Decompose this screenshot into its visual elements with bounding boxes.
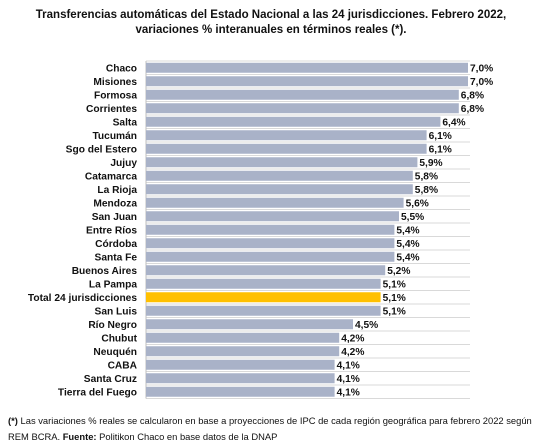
value-label: 5,4% bbox=[396, 252, 419, 263]
chart-title-line-1: Transferencias automáticas del Estado Na… bbox=[35, 9, 507, 21]
bar bbox=[146, 130, 427, 141]
category-label: San Luis bbox=[95, 306, 138, 317]
chart-gridlines bbox=[145, 60, 470, 399]
category-label: Total 24 jurisdicciones bbox=[28, 293, 137, 304]
value-labels: 7,0% 7,0% 6,8% 6,8% 6,4% 6,1% 6,1% 5,9% 5,8% 5,8%… bbox=[337, 63, 494, 398]
footnote-source-text: Politikon Chaco en base datos de la DNAP bbox=[96, 431, 278, 442]
category-label: Tierra del Fuego bbox=[58, 387, 137, 398]
category-label: Corrientes bbox=[86, 104, 137, 115]
category-label: Buenos Aires bbox=[72, 266, 138, 277]
bar bbox=[146, 359, 335, 370]
bar bbox=[146, 103, 459, 114]
value-label: 6,1% bbox=[429, 144, 452, 155]
bar-highlight bbox=[146, 292, 381, 303]
bar bbox=[146, 373, 335, 384]
value-label: 6,4% bbox=[442, 117, 465, 128]
bar bbox=[146, 386, 335, 397]
category-label: Neuquén bbox=[93, 347, 137, 358]
value-label: 5,1% bbox=[383, 306, 406, 317]
chart-title: Transferencias automáticas del Estado Na… bbox=[0, 8, 542, 38]
bar bbox=[146, 224, 395, 235]
bar bbox=[146, 265, 386, 276]
bar bbox=[146, 89, 459, 100]
value-label: 6,1% bbox=[429, 131, 452, 142]
value-label: 5,8% bbox=[415, 171, 438, 182]
bar bbox=[146, 211, 399, 222]
footnote-mark: (*) bbox=[8, 415, 18, 426]
bar bbox=[146, 116, 441, 127]
bar bbox=[146, 143, 427, 154]
value-label: 4,5% bbox=[355, 320, 378, 331]
footnote-text: Las variaciones % reales se calcularon e… bbox=[8, 415, 532, 442]
bar bbox=[146, 170, 413, 181]
value-label: 7,0% bbox=[470, 63, 493, 74]
category-label: Mendoza bbox=[93, 198, 137, 209]
category-label: Santa Fe bbox=[95, 252, 138, 263]
bar bbox=[146, 238, 395, 249]
category-label: Salta bbox=[113, 117, 138, 128]
value-label: 5,8% bbox=[415, 185, 438, 196]
category-label: Chubut bbox=[101, 333, 137, 344]
bar bbox=[146, 76, 468, 87]
chart-title-line-2: variaciones % interanuales en términos r… bbox=[135, 24, 407, 36]
category-label: CABA bbox=[108, 360, 138, 371]
bar bbox=[146, 251, 395, 262]
category-label: Catamarca bbox=[85, 171, 137, 182]
value-label: 4,2% bbox=[341, 333, 364, 344]
value-label: 5,2% bbox=[387, 266, 410, 277]
category-label: Río Negro bbox=[88, 320, 137, 331]
category-label: Entre Ríos bbox=[86, 225, 137, 236]
value-label: 5,4% bbox=[396, 225, 419, 236]
footnote: (*) Las variaciones % reales se calcular… bbox=[8, 413, 536, 445]
bar bbox=[146, 197, 404, 208]
category-label: Chaco bbox=[106, 63, 137, 74]
bar bbox=[146, 184, 413, 195]
category-label: San Juan bbox=[92, 212, 137, 223]
category-label: Tucumán bbox=[92, 131, 137, 142]
bar-chart: Chaco Misiones Formosa Corrientes Salta Tucum… bbox=[28, 60, 494, 399]
chart-bars bbox=[146, 62, 468, 397]
value-label: 4,1% bbox=[337, 360, 360, 371]
value-label: 4,1% bbox=[337, 374, 360, 385]
value-label: 6,8% bbox=[461, 104, 484, 115]
bar bbox=[146, 305, 381, 316]
category-label: La Rioja bbox=[97, 185, 137, 196]
value-label: 5,1% bbox=[383, 293, 406, 304]
bar bbox=[146, 332, 340, 343]
value-label: 5,4% bbox=[396, 239, 419, 250]
value-label: 5,9% bbox=[419, 158, 442, 169]
bar bbox=[146, 157, 418, 168]
bar bbox=[146, 346, 340, 357]
bar bbox=[146, 319, 353, 330]
footnote-source-label: Fuente: bbox=[62, 431, 97, 442]
category-label: La Pampa bbox=[89, 279, 137, 290]
category-labels: Chaco Misiones Formosa Corrientes Salta Tucum… bbox=[28, 63, 138, 398]
category-label: Formosa bbox=[94, 90, 137, 101]
category-label: Santa Cruz bbox=[84, 374, 137, 385]
category-label: Misiones bbox=[93, 77, 137, 88]
bar bbox=[146, 62, 468, 73]
value-label: 6,8% bbox=[461, 90, 484, 101]
category-label: Córdoba bbox=[95, 239, 137, 250]
value-label: 4,1% bbox=[337, 387, 360, 398]
category-label: Sgo del Estero bbox=[66, 144, 137, 155]
bar bbox=[146, 278, 381, 289]
value-label: 7,0% bbox=[470, 77, 493, 88]
value-label: 5,1% bbox=[383, 279, 406, 290]
value-label: 4,2% bbox=[341, 347, 364, 358]
category-label: Jujuy bbox=[110, 158, 137, 169]
value-label: 5,6% bbox=[406, 198, 429, 209]
value-label: 5,5% bbox=[401, 212, 424, 223]
